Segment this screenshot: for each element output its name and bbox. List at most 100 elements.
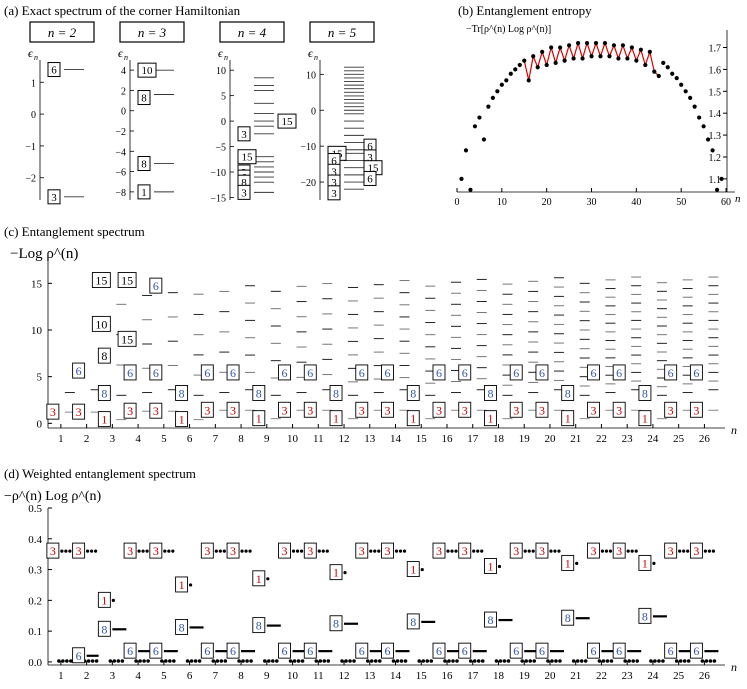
degeneracy-box	[612, 542, 626, 559]
tick-label: −2	[115, 127, 126, 138]
data-point	[549, 549, 553, 553]
degeneracy-box	[97, 347, 111, 364]
data-point	[535, 65, 540, 70]
data-point	[686, 549, 690, 553]
data-point	[678, 659, 683, 663]
degeneracy-label: 1	[565, 412, 571, 426]
degeneracy-box	[458, 642, 472, 659]
degeneracy-label: 3	[127, 544, 133, 558]
x-tick-label: 20	[544, 433, 556, 445]
degeneracy-label: 3	[385, 544, 391, 558]
data-point	[402, 549, 407, 553]
degeneracy-label: 15	[282, 116, 294, 128]
panel-b-ylabel: −Tr[ρ^(n) Log ρ^(n)]	[466, 24, 551, 35]
degeneracy-box	[91, 315, 111, 332]
y-tick-label: 0.3	[28, 565, 42, 577]
tick-label: −10	[210, 168, 226, 179]
data-point	[291, 549, 296, 553]
data-point	[425, 659, 430, 663]
data-point	[638, 47, 643, 52]
data-point	[656, 73, 661, 79]
degeneracy-box	[278, 364, 291, 381]
degeneracy-box	[406, 410, 420, 427]
data-point	[420, 567, 424, 572]
data-point	[94, 549, 98, 553]
data-point	[678, 549, 682, 553]
degeneracy-box	[535, 364, 549, 381]
degeneracy-label: 6	[693, 366, 699, 380]
data-point	[575, 561, 579, 566]
degeneracy-label: 3	[76, 405, 82, 419]
data-point	[468, 659, 473, 663]
data-point	[90, 659, 95, 663]
degeneracy-label: 6	[462, 366, 468, 380]
degeneracy-box	[149, 364, 163, 381]
degeneracy-box	[329, 410, 343, 427]
data-point	[472, 659, 477, 663]
y-tick-label: 0.2	[28, 595, 42, 607]
data-point	[288, 659, 293, 663]
degeneracy-box	[406, 613, 420, 630]
x-tick-label: 12	[339, 433, 350, 445]
data-point	[116, 659, 121, 663]
data-point	[472, 549, 476, 553]
degeneracy-box	[47, 62, 61, 78]
x-tick-label: 16	[441, 433, 453, 445]
degeneracy-label: 6	[76, 364, 82, 378]
degeneracy-box	[612, 364, 626, 381]
degeneracy-box	[355, 364, 369, 381]
data-point	[701, 124, 706, 129]
data-point	[513, 67, 518, 72]
data-point	[686, 659, 691, 663]
degeneracy-box	[432, 401, 446, 418]
subplot-ylabel-sub: n	[314, 53, 318, 62]
degeneracy-box	[586, 364, 600, 381]
degeneracy-label: 8	[642, 386, 648, 400]
panel-c-ylabel: −Log ρ^(n)	[10, 246, 78, 262]
x-tick-label: 5	[161, 670, 167, 682]
degeneracy-label: 6	[127, 366, 133, 380]
degeneracy-label: 15	[242, 152, 254, 164]
data-point	[188, 583, 193, 587]
x-tick-label: 16	[441, 670, 453, 682]
degeneracy-box	[329, 564, 343, 581]
data-point	[167, 549, 171, 553]
data-point	[164, 659, 168, 663]
data-point	[218, 549, 222, 553]
degeneracy-label: 3	[367, 152, 373, 164]
degeneracy-box	[137, 155, 151, 171]
degeneracy-box	[689, 642, 703, 659]
degeneracy-label: 1	[179, 578, 185, 592]
data-point	[417, 659, 422, 663]
x-tick-label: 6	[187, 433, 193, 445]
degeneracy-label: 8	[410, 386, 416, 400]
x-tick-label: 9	[264, 433, 270, 445]
data-point	[495, 89, 500, 94]
x-tick-label: 23	[622, 433, 634, 445]
x-tick-label: 1	[58, 433, 64, 445]
degeneracy-box	[175, 385, 189, 401]
tick-label: 0	[31, 110, 36, 121]
data-point	[635, 659, 639, 663]
degeneracy-label: 3	[616, 403, 622, 417]
degeneracy-label: 6	[331, 156, 337, 168]
degeneracy-label: 6	[76, 649, 82, 663]
degeneracy-box	[689, 401, 703, 418]
data-point	[494, 659, 499, 663]
data-point	[707, 549, 712, 553]
data-point	[455, 659, 459, 663]
degeneracy-box	[329, 385, 343, 401]
degeneracy-box	[123, 364, 137, 381]
data-point	[451, 659, 455, 663]
data-point	[111, 598, 115, 602]
data-point	[472, 124, 478, 129]
data-point	[138, 659, 142, 663]
degeneracy-label: 15	[121, 274, 133, 288]
data-point	[653, 659, 657, 663]
degeneracy-label: 1	[101, 413, 107, 427]
data-point	[120, 659, 125, 663]
tick-label: −6	[115, 168, 126, 179]
data-point	[296, 659, 301, 663]
degeneracy-box	[123, 642, 137, 659]
data-point	[481, 137, 487, 142]
